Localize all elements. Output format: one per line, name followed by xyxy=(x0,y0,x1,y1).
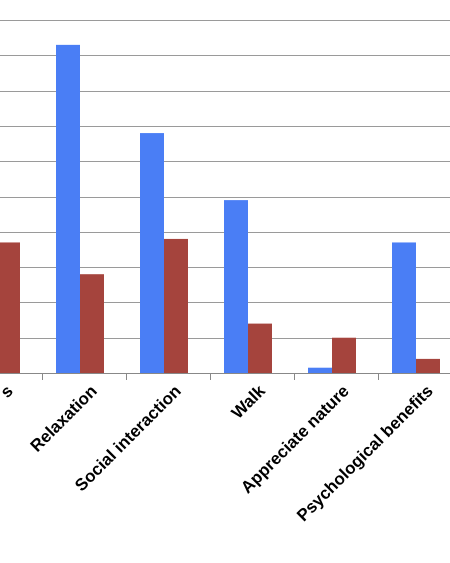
x-axis xyxy=(0,373,450,380)
bar-series1-appreciate-nature xyxy=(308,367,332,373)
bar-series2-appreciate-nature xyxy=(332,337,356,373)
x-tick-label: Walk xyxy=(228,381,269,422)
bar-series2-relaxation xyxy=(80,274,104,373)
bar-series1-relaxation xyxy=(56,44,80,374)
bar-series1-psychological-benefits xyxy=(392,242,416,373)
x-tick-label: Relaxation xyxy=(27,381,101,455)
x-tick-label: Psychological benefits xyxy=(293,381,437,525)
bar-series2-walk xyxy=(248,323,272,373)
bar-series2-psychological-benefits xyxy=(416,358,440,373)
bar-series2-social-interaction xyxy=(164,238,188,373)
bar-series1-social-interaction xyxy=(140,133,164,373)
bars xyxy=(0,44,440,374)
bar-series1-walk xyxy=(224,200,248,373)
x-tick-label: s xyxy=(0,381,17,401)
bar-series2-s xyxy=(0,242,20,373)
